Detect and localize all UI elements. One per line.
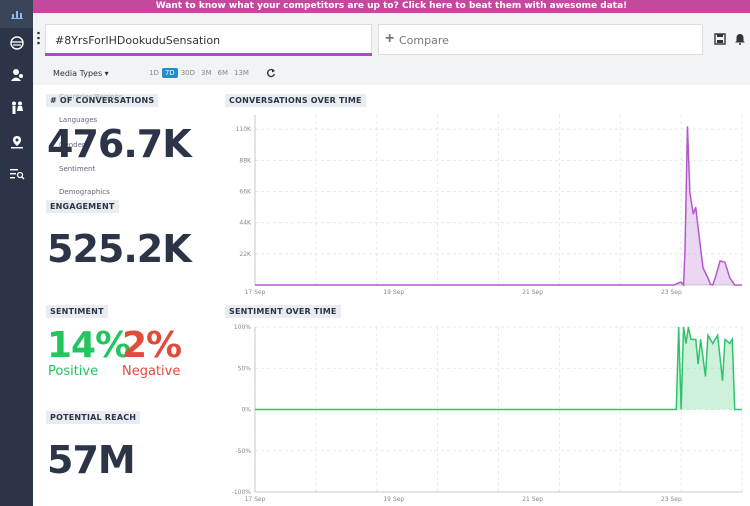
- x-tick-label: 17 Sep: [245, 289, 266, 296]
- x-tick-label: 23 Sep: [661, 289, 682, 296]
- sidebar-item-location[interactable]: [0, 128, 33, 156]
- compare-placeholder: Compare: [399, 34, 449, 47]
- range-13m[interactable]: 13M: [234, 69, 249, 77]
- y-tick-label: 100%: [234, 324, 251, 331]
- media-types-label: Media Types: [53, 69, 103, 78]
- range-30d[interactable]: 30D: [180, 69, 195, 77]
- conversations-label: # OF CONVERSATIONS: [46, 94, 159, 107]
- y-tick-label: 66K: [239, 189, 252, 196]
- y-tick-label: -100%: [232, 489, 252, 496]
- range-7d[interactable]: 7D: [161, 68, 178, 78]
- promo-banner[interactable]: Want to know what your competitors are u…: [33, 0, 750, 13]
- x-tick-label: 19 Sep: [383, 289, 404, 296]
- demographics-icon: [11, 101, 23, 114]
- y-tick-label: 44K: [239, 220, 252, 227]
- negative-percent: 2%: [122, 325, 182, 366]
- sidebar-item-demographics[interactable]: [0, 94, 33, 122]
- sidebar-item-influencers[interactable]: [0, 61, 33, 89]
- refresh-icon[interactable]: [266, 68, 276, 78]
- series-line: [255, 126, 742, 287]
- search-field[interactable]: #8YrsForIHDookuduSensation: [45, 24, 372, 56]
- list-search-icon: [9, 169, 24, 180]
- x-tick-label: 17 Sep: [245, 496, 266, 503]
- conversations-chart: 22K 44K 66K 88K 110K 17 Sep 19 Sep 21 Sep 23 Sep: [236, 115, 743, 296]
- sentiment-label: SENTIMENT: [46, 305, 108, 318]
- location-pin-icon: [10, 136, 23, 149]
- range-6m[interactable]: 6M: [217, 69, 229, 77]
- reach-label: POTENTIAL REACH: [46, 411, 141, 424]
- y-tick-label: 0%: [241, 407, 251, 414]
- sidebar-item-search-list[interactable]: [0, 160, 33, 188]
- x-tick-label: 19 Sep: [383, 496, 404, 503]
- caret-down-icon: ▾: [104, 69, 109, 78]
- kebab-menu-icon[interactable]: [37, 31, 40, 45]
- x-tick-label: 23 Sep: [661, 496, 682, 503]
- engagement-value: 525.2K: [47, 227, 192, 271]
- compare-field[interactable]: + Compare: [378, 24, 703, 55]
- date-range-selector: 1D 7D 30D 3M 6M 13M: [146, 68, 252, 78]
- topbar: #8YrsForIHDookuduSensation + Compare: [33, 13, 750, 63]
- range-3m[interactable]: 3M: [201, 69, 212, 77]
- search-query-value: #8YrsForIHDookuduSensation: [55, 34, 221, 47]
- series-area: [255, 327, 742, 410]
- dashboard-main: # OF CONVERSATIONS Countries/Regions Lan…: [33, 85, 750, 506]
- plus-icon: +: [385, 30, 395, 47]
- negative-label: Negative: [122, 364, 181, 379]
- series-line: [255, 326, 742, 411]
- media-types-dropdown[interactable]: Media Types ▾: [53, 69, 109, 78]
- ghost-menu-item: Countries/Regions: [59, 93, 123, 101]
- bell-icon[interactable]: [734, 33, 746, 45]
- bar-chart-icon: [10, 11, 23, 19]
- range-1d[interactable]: 1D: [149, 69, 159, 77]
- x-tick-label: 21 Sep: [522, 496, 543, 503]
- conversations-chart-title: CONVERSATIONS OVER TIME: [225, 94, 366, 107]
- ghost-menu-item: Demographics: [59, 188, 110, 196]
- sidebar: [0, 0, 33, 506]
- y-tick-label: 22K: [239, 251, 252, 258]
- sidebar-item-analytics[interactable]: [0, 0, 33, 28]
- series-area: [255, 126, 742, 285]
- y-tick-label: -50%: [235, 448, 251, 455]
- y-tick-label: 88K: [239, 157, 252, 164]
- influencers-icon: [10, 69, 23, 81]
- x-tick-label: 21 Sep: [522, 289, 543, 296]
- engagement-label: ENGAGEMENT: [46, 200, 119, 213]
- ghost-menu-item: Gender: [59, 141, 85, 149]
- ghost-menu-item: Languages: [59, 116, 98, 124]
- positive-percent: 14%: [47, 325, 131, 366]
- ghost-menu-item: Sentiment: [59, 165, 96, 173]
- sentiment-chart-title: SENTIMENT OVER TIME: [225, 305, 341, 318]
- reach-value: 57M: [47, 438, 136, 482]
- positive-label: Positive: [48, 364, 99, 379]
- filter-bar: Media Types ▾ 1D 7D 30D 3M 6M 13M: [33, 63, 750, 85]
- save-icon[interactable]: [714, 33, 726, 45]
- sentiment-face-icon: [9, 36, 24, 50]
- y-tick-label: 50%: [238, 365, 252, 372]
- search-underline: [45, 53, 372, 56]
- sentiment-chart: 100% 50% 0% -50% -100%17 Sep 19 Sep 21 Sep 23 S…: [232, 324, 743, 503]
- conversations-value: 476.7K: [47, 122, 192, 166]
- sidebar-item-sentiment[interactable]: [0, 29, 33, 57]
- y-tick-label: 110K: [236, 126, 252, 133]
